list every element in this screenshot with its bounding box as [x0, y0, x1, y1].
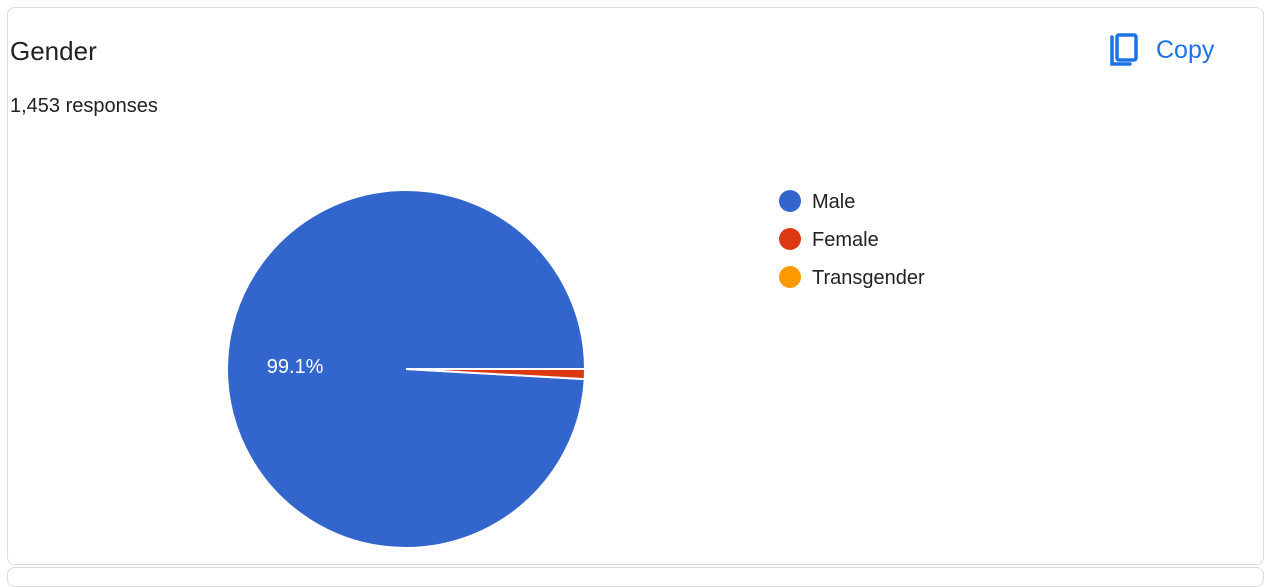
- next-question-card: [7, 567, 1264, 587]
- legend-label-male: Male: [812, 191, 855, 213]
- chart-legend: Male Female Transgender: [779, 190, 925, 289]
- pie-slices: [226, 189, 587, 549]
- question-summary-card: Gender 1,453 responses Copy 99.1% Male Fe…: [7, 7, 1264, 565]
- pie-slice-labels: 99.1%: [267, 356, 324, 378]
- legend-swatch-male: [779, 190, 801, 212]
- legend-swatch-female: [779, 228, 801, 250]
- response-count: 1,453 responses: [10, 95, 158, 117]
- legend-label-transgender: Transgender: [812, 267, 925, 289]
- legend-swatch-transgender: [779, 266, 801, 288]
- pie-chart: 99.1% Male Female Transgender: [226, 189, 925, 549]
- copy-label: Copy: [1156, 35, 1215, 64]
- pie-slice-female: [405, 368, 587, 381]
- slice-label-male: 99.1%: [267, 356, 324, 378]
- legend-label-female: Female: [812, 229, 879, 251]
- copy-chart-button[interactable]: Copy: [1100, 28, 1222, 72]
- copy-icon: [1108, 33, 1138, 67]
- question-title: Gender: [10, 36, 97, 66]
